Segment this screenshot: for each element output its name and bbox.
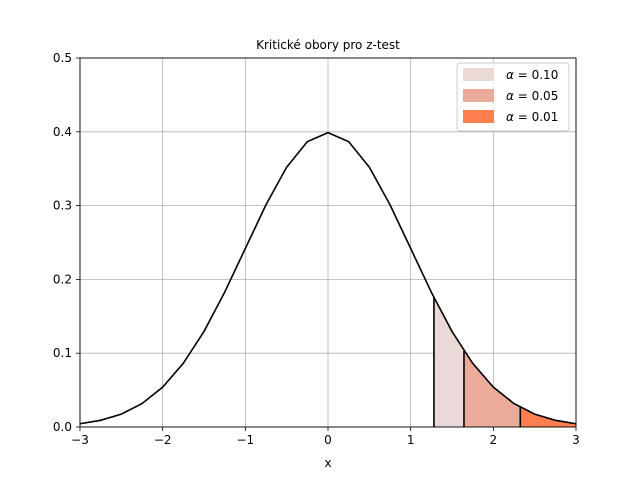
y-tick-label-3: 0.3: [53, 199, 72, 213]
x-tick-label-3: 0: [324, 433, 332, 447]
density-curve: [79, 131, 577, 425]
y-tick-label-5: 0.5: [53, 51, 72, 65]
x-tick-label-6: 3: [572, 433, 580, 447]
x-tick-label-1: −2: [154, 433, 172, 447]
y-tick-label-1: 0.1: [53, 346, 72, 360]
legend-label-3: α = 0.01: [506, 110, 558, 124]
critical-region-1: [433, 297, 464, 427]
legend-label-1: α = 0.10: [506, 68, 558, 82]
y-tick-label-2: 0.2: [53, 272, 72, 286]
chart-title: Kritické obory pro z-test: [256, 38, 400, 52]
x-tick-label-0: −3: [71, 433, 89, 447]
legend-swatch-3: [463, 110, 494, 123]
x-axis-ticks: −3 −2 −1 0 1 2 3: [71, 427, 580, 447]
x-tick-label-2: −1: [236, 433, 254, 447]
x-tick-label-4: 1: [407, 433, 415, 447]
legend: α = 0.10 α = 0.05 α = 0.01: [456, 62, 570, 132]
critical-region-2: [463, 350, 521, 427]
y-tick-label-4: 0.4: [53, 125, 72, 139]
region-boundaries: [433, 297, 522, 427]
x-axis-label: x: [324, 456, 331, 470]
x-tick-label-5: 2: [490, 433, 498, 447]
y-tick-label-0: 0.0: [53, 420, 72, 434]
legend-swatch-2: [463, 89, 494, 102]
y-axis-ticks: 0.0 0.1 0.2 0.3 0.4 0.5: [53, 51, 80, 434]
legend-swatch-1: [463, 68, 494, 81]
legend-label-2: α = 0.05: [506, 89, 558, 103]
